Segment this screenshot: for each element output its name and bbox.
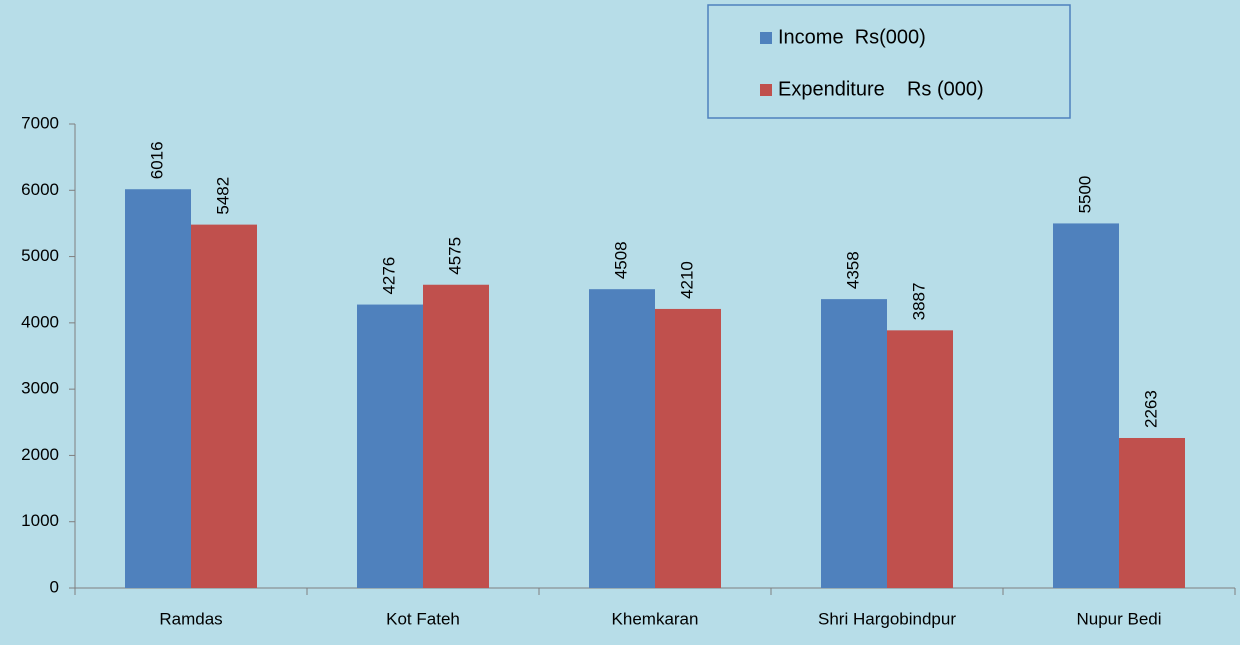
data-label: 4575 [445, 237, 464, 275]
bar [887, 330, 953, 588]
data-label: 5482 [213, 177, 232, 215]
bar [655, 308, 721, 588]
legend-swatch [760, 32, 772, 44]
bar [357, 304, 423, 588]
data-label: 4276 [379, 257, 398, 295]
y-tick-label: 1000 [21, 511, 59, 530]
bar [1119, 437, 1185, 588]
x-tick-label: Kot Fateh [386, 609, 460, 628]
data-label: 4210 [677, 261, 696, 299]
x-tick-label: Nupur Bedi [1076, 609, 1161, 628]
data-label: 2263 [1141, 390, 1160, 428]
data-label: 4508 [611, 241, 630, 279]
bar [821, 299, 887, 588]
data-label: 4358 [843, 251, 862, 289]
data-label: 5500 [1075, 176, 1094, 214]
y-tick-label: 2000 [21, 445, 59, 464]
x-tick-label: Khemkaran [612, 609, 699, 628]
y-tick-label: 6000 [21, 180, 59, 199]
y-tick-label: 7000 [21, 113, 59, 132]
legend-swatch [760, 84, 772, 96]
y-tick-label: 5000 [21, 246, 59, 265]
data-label: 3887 [909, 283, 928, 321]
bar [423, 284, 489, 588]
y-tick-label: 0 [50, 577, 59, 596]
data-label: 6016 [147, 141, 166, 179]
x-tick-label: Ramdas [159, 609, 222, 628]
bar [125, 189, 191, 588]
x-tick-label: Shri Hargobindpur [818, 609, 956, 628]
y-tick-label: 3000 [21, 379, 59, 398]
legend-label: Income Rs(000) [778, 26, 926, 48]
y-tick-label: 4000 [21, 312, 59, 331]
bar [1053, 223, 1119, 588]
legend-box [707, 4, 1071, 119]
bar [589, 289, 655, 588]
bar [191, 224, 257, 589]
legend-label: Expenditure Rs (000) [778, 78, 984, 100]
